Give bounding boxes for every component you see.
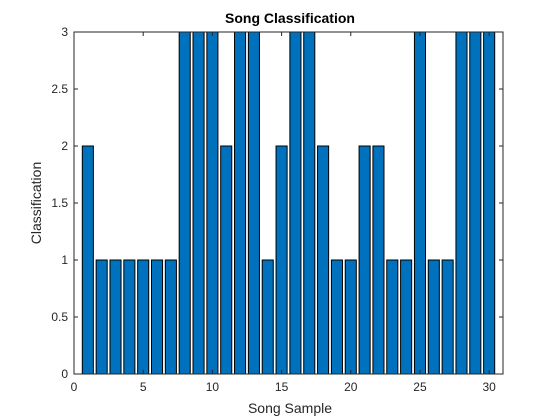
bar-16 <box>289 31 302 375</box>
bar-12 <box>234 31 247 375</box>
bar-2 <box>95 259 108 375</box>
y-tick-label: 3 <box>61 25 68 39</box>
y-tick-label: 1.5 <box>51 196 68 210</box>
bar-17 <box>303 31 316 375</box>
bar-23 <box>386 259 399 375</box>
bar-5 <box>137 259 150 375</box>
x-tick-label: 5 <box>140 380 147 394</box>
bar-14 <box>261 259 274 375</box>
bar-30 <box>483 31 496 375</box>
bar-9 <box>192 31 205 375</box>
x-tick-label: 25 <box>413 380 427 394</box>
bar-10 <box>206 31 219 375</box>
bar-20 <box>344 259 357 375</box>
x-tick-label: 20 <box>344 380 358 394</box>
bar-15 <box>275 145 288 375</box>
bar-24 <box>400 259 413 375</box>
bar-22 <box>372 145 385 375</box>
y-axis-label: Classification <box>28 162 44 244</box>
bar-19 <box>330 259 343 375</box>
y-tick-label: 0 <box>61 367 68 381</box>
y-tick-label: 2.5 <box>51 82 68 96</box>
x-tick-label: 30 <box>482 380 496 394</box>
y-ticks-group: 0 0.5 1 1.5 2 2.5 3 <box>51 25 503 381</box>
chart-title: Song Classification <box>225 10 355 26</box>
bar-21 <box>358 145 371 375</box>
y-tick-label: 0.5 <box>51 310 68 324</box>
bar-27 <box>441 259 454 375</box>
x-tick-label: 10 <box>206 380 220 394</box>
bar-29 <box>469 31 482 375</box>
bar-4 <box>123 259 136 375</box>
x-tick-label: 15 <box>275 380 289 394</box>
bar-3 <box>109 259 122 375</box>
bar-25 <box>413 31 427 375</box>
x-tick-label: 0 <box>71 380 78 394</box>
y-tick-label: 2 <box>61 139 68 153</box>
bar-1 <box>81 145 94 375</box>
bar-18 <box>317 145 330 375</box>
bar-6 <box>150 259 164 375</box>
bar-7 <box>164 259 177 375</box>
bar-28 <box>455 31 468 375</box>
bar-11 <box>220 145 233 375</box>
bars-group <box>81 31 496 375</box>
bar-26 <box>427 259 440 375</box>
x-axis-label: Song Sample <box>248 400 332 416</box>
bar-13 <box>247 31 260 375</box>
x-ticks-group: 0 5 10 15 20 25 30 <box>71 32 496 394</box>
bar-8 <box>178 31 191 375</box>
y-tick-label: 1 <box>61 253 68 267</box>
